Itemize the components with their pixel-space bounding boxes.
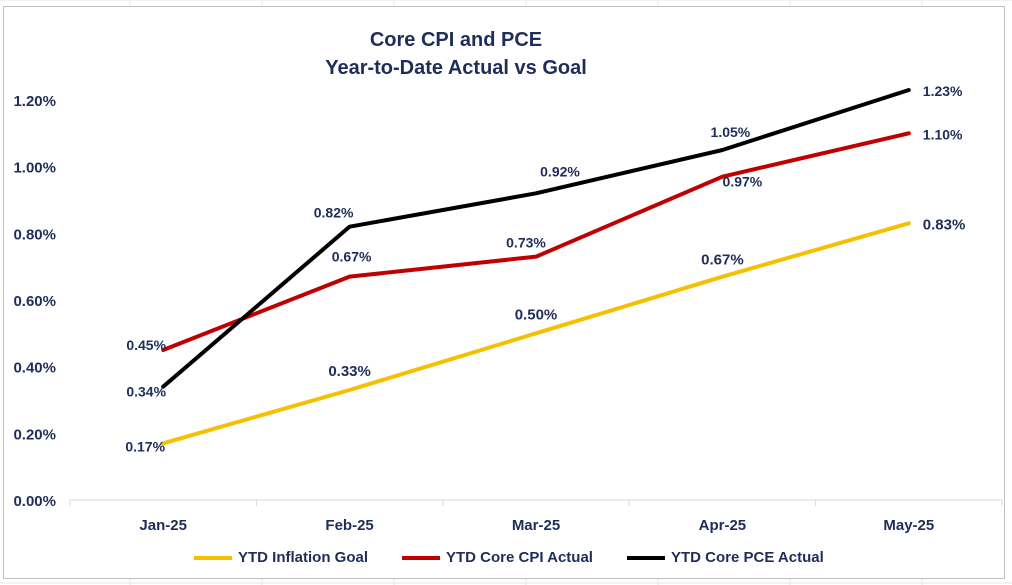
data-label: 1.05%: [711, 124, 751, 140]
data-label: 0.34%: [126, 384, 166, 400]
x-tick-label: Feb-25: [325, 517, 373, 534]
legend-swatch-goal: [194, 555, 232, 560]
legend-swatch-cpi: [402, 555, 440, 560]
chart-title: Core CPI and PCE: [369, 29, 543, 51]
legend-item-pce: YTD Core PCE Actual: [626, 549, 824, 566]
legend: YTD Inflation Goal YTD Core CPI Actual Y…: [194, 549, 858, 566]
data-label: 0.45%: [126, 337, 166, 353]
legend-label-goal: YTD Inflation Goal: [238, 549, 368, 566]
data-label: 1.10%: [923, 126, 963, 142]
data-label: 0.33%: [328, 363, 371, 380]
series-line: [161, 88, 911, 389]
series-line: [161, 131, 911, 352]
data-label: 0.50%: [515, 306, 558, 323]
data-label: 1.23%: [923, 83, 963, 99]
y-tick-label: 0.80%: [13, 226, 56, 243]
y-tick-label: 1.00%: [13, 160, 56, 177]
chart-area[interactable]: Core CPI and PCE Year-to-Date Actual vs …: [3, 6, 1005, 579]
plot-area: 0.00% 0.20% 0.40% 0.60% 0.80% 1.00% 1.20% Jan-2…: [13, 83, 1003, 534]
y-tick-label: 0.20%: [13, 426, 56, 443]
y-tick-label: 1.20%: [13, 93, 56, 110]
y-tick-label: 0.00%: [13, 493, 56, 510]
data-label: 0.82%: [314, 205, 354, 221]
data-label: 0.97%: [723, 174, 763, 190]
data-label: 0.67%: [332, 249, 372, 265]
data-label: 0.17%: [125, 438, 165, 454]
legend-swatch-pce: [626, 555, 665, 560]
legend-label-cpi: YTD Core CPI Actual: [446, 549, 593, 566]
y-tick-label: 0.40%: [13, 360, 56, 377]
legend-item-goal: YTD Inflation Goal: [194, 549, 368, 566]
series-line: [161, 221, 911, 446]
data-label: 0.67%: [701, 252, 744, 269]
data-label: 0.73%: [506, 235, 546, 251]
legend-item-cpi: YTD Core CPI Actual: [402, 549, 593, 566]
x-tick-label: Mar-25: [512, 517, 560, 534]
legend-label-pce: YTD Core PCE Actual: [670, 549, 824, 566]
data-label: 0.83%: [923, 216, 966, 233]
x-tick-label: May-25: [883, 517, 934, 534]
y-tick-label: 0.60%: [13, 293, 56, 310]
chart-subtitle: Year-to-Date Actual vs Goal: [325, 57, 587, 79]
x-tick-label: Apr-25: [699, 517, 747, 534]
x-tick-label: Jan-25: [139, 517, 187, 534]
data-label: 0.92%: [540, 163, 580, 179]
